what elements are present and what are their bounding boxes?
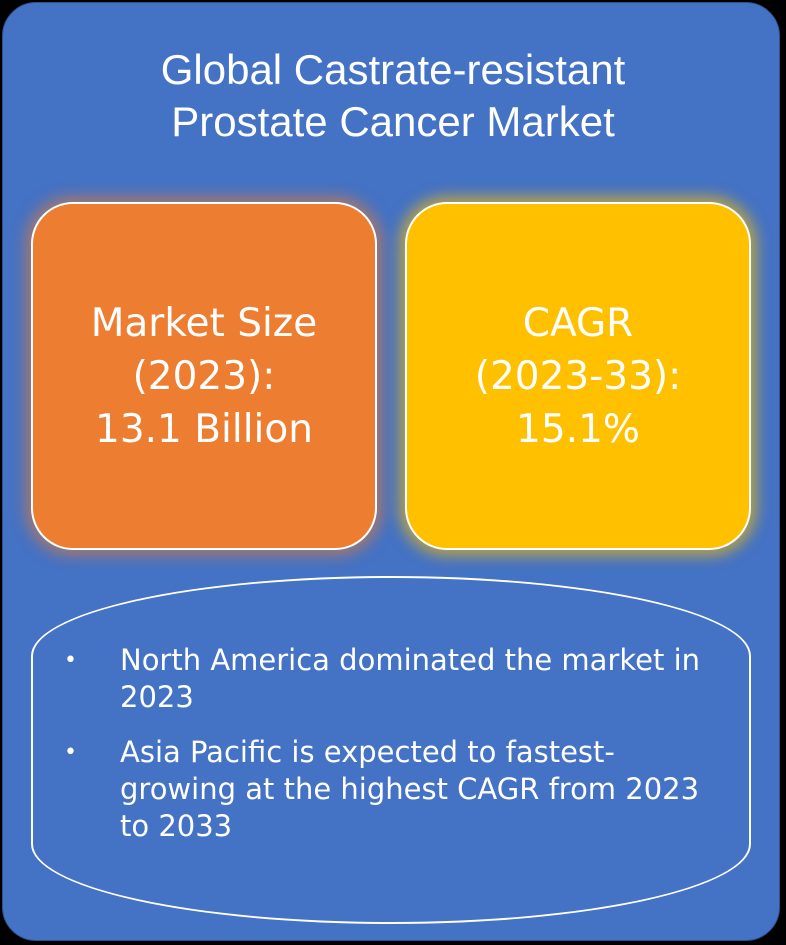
- cagr-period: (2023-33):: [474, 353, 682, 399]
- highlight-text: North America dominated the market in 20…: [120, 643, 700, 714]
- highlights-box: [31, 576, 751, 924]
- market-size-value: 13.1 Billion: [95, 406, 313, 452]
- highlights-list: • North America dominated the market in …: [58, 642, 718, 863]
- bullet-icon: •: [64, 648, 77, 673]
- page-title: Global Castrate-resistant Prostate Cance…: [0, 44, 786, 148]
- title-line-1: Global Castrate-resistant: [160, 46, 626, 93]
- title-line-2: Prostate Cancer Market: [171, 98, 615, 145]
- cagr-value: 15.1%: [516, 406, 640, 452]
- bullet-icon: •: [64, 740, 77, 765]
- cagr-card: CAGR (2023-33): 15.1%: [405, 202, 751, 550]
- list-item: • North America dominated the market in …: [58, 642, 718, 716]
- market-size-year: (2023):: [132, 353, 276, 399]
- list-item: • Asia Pacific is expected to fastest-gr…: [58, 734, 718, 845]
- highlight-text: Asia Pacific is expected to fastest-grow…: [120, 735, 700, 843]
- cagr-label: CAGR: [522, 300, 634, 346]
- market-size-label: Market Size: [90, 300, 318, 346]
- market-size-card: Market Size (2023): 13.1 Billion: [31, 202, 377, 550]
